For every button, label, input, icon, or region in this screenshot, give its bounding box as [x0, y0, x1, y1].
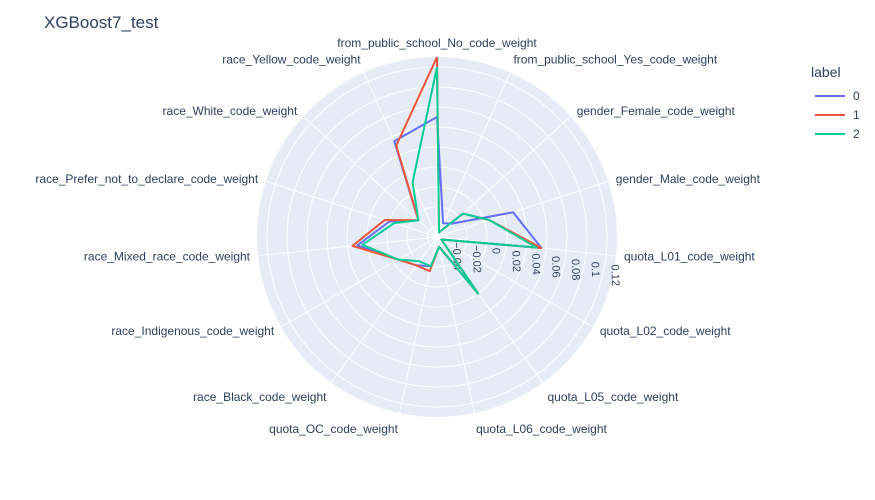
category-label: race_Mixed_race_code_weight — [84, 250, 251, 264]
radial-tick-label: 0.04 — [529, 253, 542, 275]
series-lines — [351, 56, 543, 295]
legend-label: 2 — [853, 126, 860, 141]
legend-item-1[interactable]: 1 — [811, 105, 860, 124]
angular-gridline — [436, 236, 475, 414]
category-label: from_public_school_No_code_weight — [337, 36, 537, 50]
legend-swatch — [815, 94, 845, 97]
legend-label: 1 — [853, 107, 860, 122]
angular-gridline — [436, 72, 511, 238]
radial-tick-label: 0.08 — [569, 259, 582, 281]
radial-tick-label: 0.02 — [509, 250, 522, 272]
angular-gridline — [436, 236, 594, 328]
category-label: race_Black_code_weight — [193, 390, 327, 404]
category-label: quota_L02_code_weight — [600, 324, 731, 338]
category-label: race_Prefer_not_to_declare_code_weight — [35, 172, 258, 186]
angular-gridline — [363, 72, 438, 238]
radial-tick-label: 0.12 — [608, 264, 621, 286]
category-label: from_public_school_Yes_code_weight — [513, 52, 717, 66]
category-label: quota_L01_code_weight — [624, 250, 755, 264]
angular-gridline — [280, 236, 438, 328]
category-label: quota_L06_code_weight — [476, 422, 607, 436]
radial-tick-labels: −0.04 −0.02 0 0.02 0.04 0.06 0.08 0.1 0.12 — [450, 242, 621, 286]
category-label: race_White_code_weight — [163, 104, 298, 118]
category-label: gender_Female_code_weight — [577, 104, 736, 118]
radial-tick-label: −0.02 — [470, 245, 483, 273]
category-label: race_Yellow_code_weight — [222, 52, 361, 66]
series-line-2 — [361, 66, 538, 295]
legend-item-0[interactable]: 0 — [811, 86, 860, 105]
legend-swatch — [815, 132, 845, 135]
category-label: race_Indigenous_code_weight — [111, 324, 274, 338]
category-label: quota_OC_code_weight — [269, 422, 398, 436]
radial-tick-label: 0 — [490, 248, 502, 255]
radial-tick-label: 0.1 — [589, 262, 602, 278]
angular-gridline — [257, 236, 438, 257]
legend-title: label — [811, 64, 841, 80]
legend-item-2[interactable]: 2 — [811, 124, 860, 143]
legend: label 0 1 2 — [811, 64, 860, 143]
legend-label: 0 — [853, 88, 860, 103]
angular-gridline — [436, 180, 609, 238]
angular-gridline — [436, 236, 544, 383]
category-label: quota_L05_code_weight — [548, 390, 679, 404]
legend-items: 0 1 2 — [811, 86, 860, 143]
category-label: gender_Male_code_weight — [616, 172, 761, 186]
radial-tick-label: 0.06 — [549, 256, 562, 278]
angular-gridline — [302, 116, 438, 238]
chart-title: XGBoost7_test — [44, 13, 159, 32]
legend-swatch — [815, 113, 845, 116]
category-labels: from_public_school_No_code_weight from_pu… — [35, 36, 760, 436]
angular-gridline — [265, 180, 438, 238]
